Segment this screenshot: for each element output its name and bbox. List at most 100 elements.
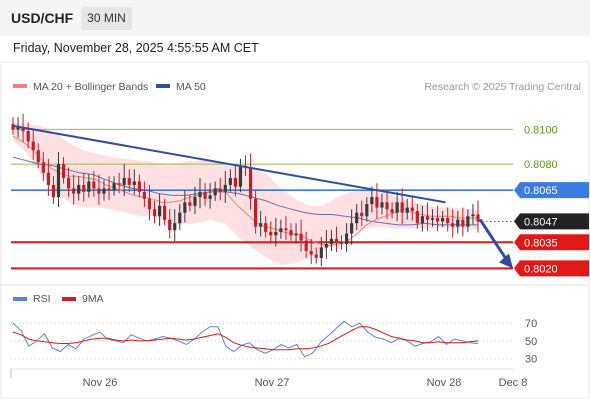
candle-body (466, 216, 470, 227)
candle-body (329, 238, 334, 245)
candle-body (46, 172, 50, 185)
candle-body (420, 216, 425, 224)
legend-ma20-swatch (13, 84, 27, 88)
candle-body (163, 205, 167, 220)
candle-body (72, 188, 76, 194)
candle-body (36, 150, 40, 163)
candle-body (319, 247, 323, 258)
candle-body (56, 164, 61, 198)
ma50-line (12, 156, 478, 226)
candle-body (233, 177, 237, 187)
timeframe-button[interactable]: 30 MIN (81, 7, 132, 30)
candle-body (238, 165, 243, 187)
candle-body (198, 191, 202, 198)
legend-ma50-swatch (156, 84, 170, 88)
candle-body (183, 202, 187, 213)
forecast-arrow-shaft (478, 218, 509, 262)
candle-body (435, 217, 440, 222)
candle-body (26, 131, 30, 142)
price-label: 0.8047 (524, 216, 558, 228)
price-label-box (514, 182, 589, 199)
candle-body (147, 198, 152, 210)
price-label-box (514, 234, 589, 251)
candle-body (274, 231, 278, 236)
candle-body (173, 223, 177, 231)
legend-ma50-label: MA 50 (176, 81, 206, 93)
rsi-tick-label: 70 (525, 318, 537, 330)
candle-body (370, 197, 374, 205)
candle-body (294, 233, 298, 236)
candle-body (380, 202, 384, 208)
rsi-tick-label: 30 (525, 354, 537, 366)
candle-body (390, 209, 394, 213)
candle-body (82, 184, 86, 192)
candle-body (451, 223, 455, 227)
candle-body (400, 202, 404, 213)
candle-body (415, 211, 419, 224)
candle-body (385, 202, 389, 210)
price-label: 0.8035 (524, 237, 558, 249)
candle-body (168, 219, 172, 231)
candle-body (178, 212, 182, 224)
candle-body (350, 223, 354, 234)
rsi-9ma-line (12, 326, 479, 351)
candle-body (264, 223, 268, 232)
bollinger-band-fill (13, 122, 478, 265)
candle-body (441, 217, 445, 222)
price-label-box (514, 213, 589, 230)
candle-body (87, 181, 91, 192)
candle-body (122, 177, 126, 185)
candle-body (203, 191, 207, 199)
x-tick-label: Nov 26 (83, 377, 118, 389)
candle-body (107, 188, 111, 191)
candle-body (117, 183, 121, 185)
candle-body (314, 254, 318, 258)
price-panel: 0.8100 0.8080 0.8065 0.8035 0.8020 0.8047 (11, 113, 589, 277)
candle-body (355, 212, 359, 224)
candle-body (102, 188, 106, 194)
x-tick-label: Nov 28 (427, 377, 462, 389)
candle-body (395, 202, 399, 213)
candle-body (152, 209, 157, 217)
forecast-arrow-head (499, 253, 513, 269)
x-tick-label: Nov 27 (255, 377, 290, 389)
legend-rsi-label: RSI (33, 293, 51, 305)
candle-body (97, 188, 101, 194)
ma20-line (12, 135, 478, 247)
candle-body (127, 177, 131, 185)
candle-body (375, 197, 379, 208)
candle-body (309, 250, 313, 255)
candle-body (61, 164, 66, 178)
candle-body (461, 219, 465, 227)
legend-9ma-label: 9MA (82, 293, 104, 305)
rsi-tick-label: 50 (525, 336, 537, 348)
price-label: 0.8080 (524, 159, 558, 171)
candle-body (137, 181, 141, 192)
candle-body (324, 244, 328, 248)
candle-body (112, 183, 116, 191)
legend-9ma-swatch (62, 297, 76, 301)
candle-body (223, 184, 227, 192)
x-tick-label: Dec 8 (499, 377, 528, 389)
candle-body (279, 228, 283, 232)
candle-body (476, 214, 480, 222)
trendline (12, 124, 446, 204)
candle-body (339, 242, 344, 245)
candle-body (77, 184, 81, 194)
candle-body (344, 233, 349, 245)
rsi-panel: 70 50 30 (11, 318, 537, 366)
candle-body (269, 231, 273, 236)
candle-body (254, 198, 258, 227)
candle-body (208, 195, 212, 199)
candle-body (92, 181, 96, 189)
legend-ma20-label: MA 20 + Bollinger Bands (33, 81, 148, 93)
candle-body (471, 214, 475, 217)
candle-body (41, 162, 45, 173)
candle-body (31, 141, 35, 151)
candle-body (405, 207, 409, 213)
candle-body (51, 184, 56, 198)
price-label: 0.8020 (524, 263, 558, 275)
candle-body (157, 205, 162, 217)
price-label: 0.8065 (524, 185, 558, 197)
candle-body (218, 188, 222, 192)
